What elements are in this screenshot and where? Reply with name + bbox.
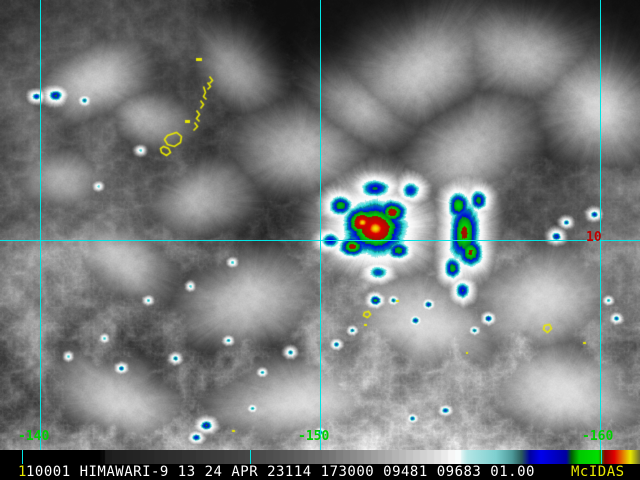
gridline-longitude-150 [320, 0, 321, 450]
sequence-number: 1 [18, 464, 27, 480]
image-metadata-text: 10001 HIMAWARI-9 13 24 APR 23114 173000 … [26, 464, 535, 480]
longitude-label-160: -160 [582, 429, 614, 444]
image-status-line: 1 10001 HIMAWARI-9 13 24 APR 23114 17300… [0, 464, 640, 480]
gridline-longitude-160 [600, 0, 601, 450]
mcidas-brand-label: McIDAS [571, 464, 625, 480]
gridline-latitude-10 [0, 240, 640, 241]
colorbar-tick-1 [22, 450, 23, 464]
longitude-label-140: -140 [18, 429, 50, 444]
bottom-status-bar: 1 10001 HIMAWARI-9 13 24 APR 23114 17300… [0, 450, 640, 480]
gridline-longitude-140 [40, 0, 41, 450]
colorbar-tick-2 [250, 450, 251, 464]
latitude-label-10: 10 [586, 230, 602, 245]
longitude-label-150: -150 [298, 429, 330, 444]
colorbar-tick-3 [601, 450, 602, 464]
enhancement-color-bar[interactable] [0, 450, 640, 464]
satellite-image-area[interactable]: -140 -150 -160 10 [0, 0, 640, 450]
